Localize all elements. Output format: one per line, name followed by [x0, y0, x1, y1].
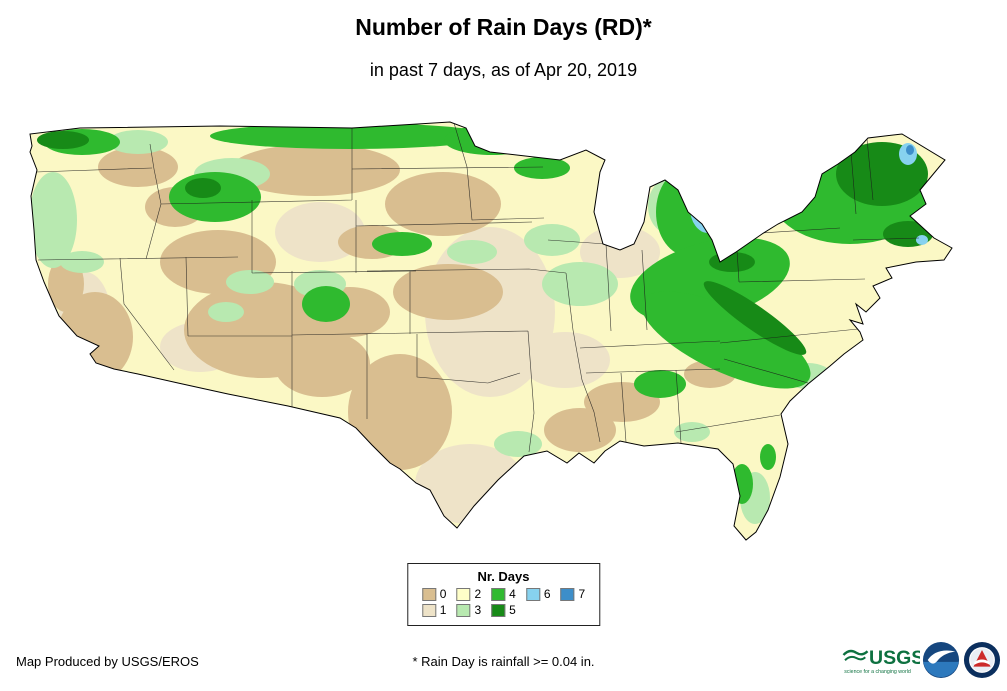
legend: Nr. Days 0 1 2 3 4 5 6	[406, 563, 601, 626]
usgs-logo: USGS science for a changing world	[842, 643, 924, 681]
legend-label-0: 0	[439, 587, 447, 601]
legend-item-4: 4	[491, 588, 516, 601]
legend-item-5: 5	[491, 604, 516, 617]
legend-swatch-3	[456, 604, 471, 617]
usgs-logo-icon: USGS science for a changing world	[842, 647, 924, 675]
legend-item-1: 1	[421, 603, 447, 617]
legend-swatch-5	[491, 604, 506, 617]
legend-label-1: 1	[439, 603, 447, 617]
footnote: * Rain Day is rainfall >= 0.04 in.	[412, 654, 595, 669]
usgs-tagline: science for a changing world	[844, 669, 911, 675]
legend-swatch-6	[525, 588, 540, 601]
page-subtitle: in past 7 days, as of Apr 20, 2019	[369, 60, 638, 80]
nws-logo-icon	[963, 641, 1001, 679]
noaa-logo-icon	[922, 641, 960, 679]
legend-label-2: 2	[474, 587, 482, 601]
legend-label-3: 3	[474, 603, 482, 617]
legend-label-7: 7	[578, 587, 586, 601]
legend-swatch-1	[421, 604, 436, 617]
noaa-logo	[922, 641, 960, 679]
us-map-svg	[29, 121, 953, 541]
legend-title: Nr. Days	[477, 569, 530, 584]
usgs-logo-text: USGS	[869, 647, 920, 669]
legend-item-6: 6	[525, 587, 551, 601]
legend-swatch-7	[560, 588, 575, 601]
legend-item-2: 2	[456, 588, 481, 601]
us-rain-days-map	[20, 112, 970, 556]
legend-swatch-2	[456, 588, 471, 601]
legend-swatch-0	[421, 588, 436, 601]
rain-day-regions	[30, 122, 933, 524]
state-boundaries	[35, 122, 920, 453]
legend-label-5: 5	[509, 603, 516, 617]
legend-item-0: 0	[421, 587, 447, 601]
legend-label-6: 6	[543, 587, 551, 601]
footer-credit: Map Produced by USGS/EROS	[16, 654, 199, 669]
legend-grid: 0 1 2 3 4 5 6 7	[421, 587, 586, 617]
page-title: Number of Rain Days (RD)*	[355, 14, 652, 40]
legend-item-7: 7	[560, 587, 586, 601]
nws-logo	[963, 641, 1001, 679]
legend-label-4: 4	[509, 587, 516, 601]
legend-swatch-4	[491, 588, 506, 601]
legend-item-3: 3	[456, 604, 481, 617]
